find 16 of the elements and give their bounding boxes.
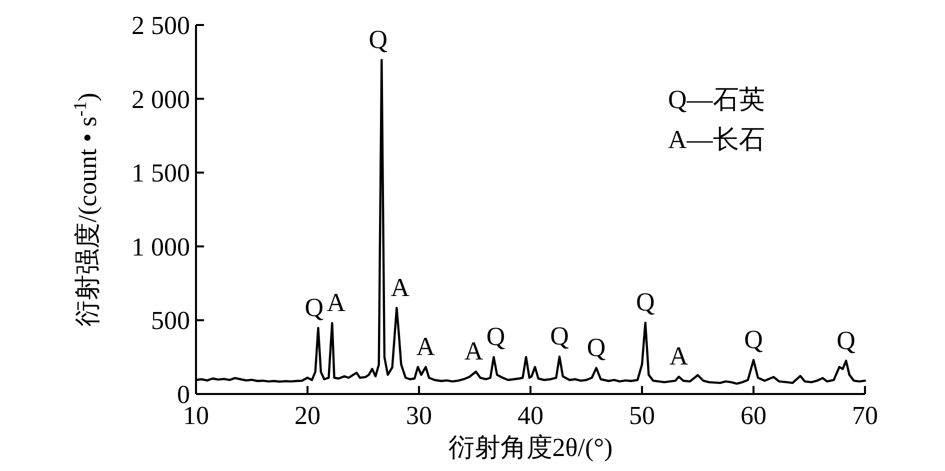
annotation: Q <box>636 288 655 317</box>
annotation: Q <box>486 322 506 352</box>
annotation: A <box>464 336 484 366</box>
annotation: Q—石英 <box>668 85 765 114</box>
annotation: Q <box>304 293 324 322</box>
annotation: Q <box>368 24 388 54</box>
annotation: A <box>326 288 346 318</box>
annotation: Q <box>586 333 606 362</box>
annotation: A <box>669 342 688 371</box>
annotation: A <box>390 272 410 302</box>
annotation: Q <box>836 326 856 355</box>
annotation: Q <box>550 322 569 351</box>
annotation: A <box>416 332 436 361</box>
xlabel: 衍射角度2θ/(°) <box>448 433 613 462</box>
annotation: Q <box>744 325 763 354</box>
annotation: A—长石 <box>668 125 765 154</box>
